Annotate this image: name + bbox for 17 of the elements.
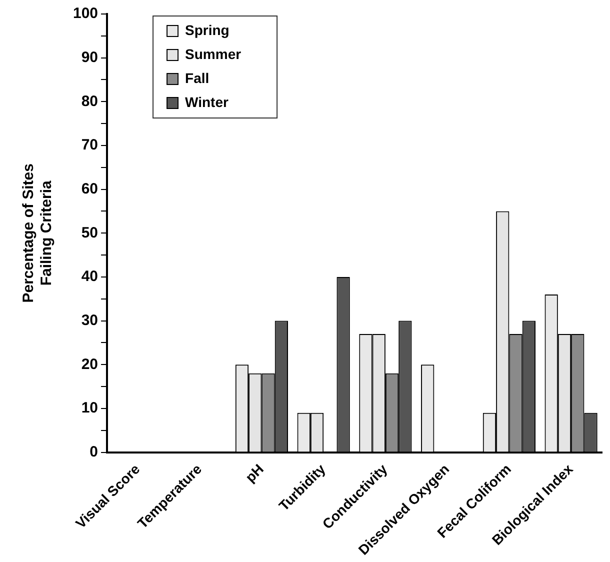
y-tick-label: 10 <box>81 400 98 417</box>
y-tick-label: 90 <box>81 48 98 66</box>
y-tick-label: 40 <box>81 268 98 286</box>
y-tick-label: 50 <box>81 224 98 242</box>
y-tick-label: 0 <box>90 443 98 460</box>
legend-label: Summer <box>185 46 242 62</box>
legend-label: Fall <box>185 70 210 86</box>
y-tick-label: 60 <box>81 180 98 198</box>
y-tick-label: 30 <box>81 312 98 329</box>
y-tick-label: 70 <box>81 136 98 154</box>
y-tick-label: 100 <box>72 5 98 22</box>
y-tick-label: 80 <box>81 92 98 110</box>
y-axis-title: Percentage of Sites Failing Criteria <box>20 164 56 303</box>
x-tick-label: pH <box>242 460 267 486</box>
legend-label: Spring <box>185 22 230 38</box>
legend-label: Winter <box>185 94 230 110</box>
y-tick-label: 20 <box>81 356 98 373</box>
